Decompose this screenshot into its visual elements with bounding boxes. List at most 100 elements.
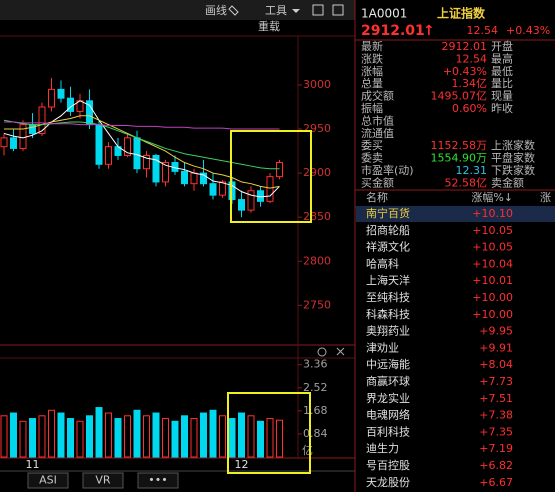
change-pct: +0.43%	[506, 24, 550, 37]
stock-name[interactable]: 祥源文化	[366, 240, 410, 254]
field-label: 成交额	[361, 89, 394, 103]
change: 12.54	[467, 24, 499, 37]
highlight-box	[230, 130, 312, 223]
price-arrow: ↑	[423, 23, 435, 39]
stock-change: +10.01	[472, 274, 513, 287]
y-tick-label: 2950	[303, 122, 331, 135]
field-label: 流通值	[361, 126, 394, 140]
stock-name[interactable]: 上海天洋	[366, 273, 410, 287]
y-tick-label: 2900	[303, 166, 331, 179]
tab-label[interactable]: •••	[148, 474, 167, 487]
stock-change: +6.82	[479, 459, 513, 472]
stock-name: 上证指数	[437, 6, 486, 21]
field-label: 委卖	[361, 152, 383, 165]
candle-body	[266, 176, 274, 202]
stock-name[interactable]: 商赢环球	[366, 374, 410, 388]
field-label: 卖金额	[491, 175, 524, 189]
volume-bar	[133, 409, 141, 458]
table-header: 涨幅%↓	[471, 191, 513, 204]
stock-name[interactable]: 电魂网络	[366, 408, 410, 422]
highlight-box	[227, 392, 311, 474]
field-label: 最新	[361, 39, 383, 53]
candle-body	[38, 106, 46, 134]
volume-bar	[181, 415, 188, 458]
stock-name[interactable]: 号百控股	[366, 458, 410, 472]
tab[interactable]	[137, 472, 179, 489]
field-value: 1.34亿	[452, 77, 488, 90]
stock-change: +10.05	[472, 241, 513, 254]
candle-body	[190, 172, 198, 185]
dropdown-icon[interactable]	[292, 9, 300, 13]
candle-body	[95, 124, 103, 165]
stock-change: +10.04	[472, 257, 513, 270]
field-value: 12.54	[456, 52, 488, 65]
selected-row[interactable]	[356, 206, 555, 222]
axis-unit: 亿	[302, 444, 313, 457]
stock-name[interactable]: 中远海能	[366, 357, 410, 371]
window-icon[interactable]	[332, 4, 344, 16]
field-label: 买金额	[361, 175, 394, 189]
volume-bar	[228, 418, 236, 458]
field-label: 下跌家数	[491, 163, 535, 177]
tabs: ASI VR •••	[27, 472, 179, 489]
stock-name[interactable]: 南宁百货	[366, 206, 410, 220]
field-label: 涨幅	[361, 65, 383, 78]
volume-bar	[257, 420, 264, 458]
tab[interactable]	[27, 472, 69, 489]
field-value: 52.58亿	[445, 176, 488, 189]
volume-bar	[38, 415, 46, 458]
tab[interactable]	[82, 472, 124, 489]
candle-body	[124, 137, 131, 156]
stock-name[interactable]: 天龙股份	[366, 476, 410, 489]
close-icon[interactable]	[336, 347, 345, 356]
stock-name[interactable]: 至纯科技	[366, 290, 410, 304]
field-label: 市盈率(动)	[361, 163, 414, 177]
pen-icon[interactable]	[228, 5, 239, 16]
candle-body	[152, 154, 160, 183]
volume-bar	[124, 415, 131, 458]
volume-bar	[190, 418, 198, 458]
stock-name[interactable]: 奥翔药业	[366, 324, 410, 338]
x-tick-label: 11	[26, 458, 40, 471]
stock-code: 1A0001	[361, 7, 407, 21]
price: 2912.01	[361, 23, 425, 39]
ma-line	[4, 121, 280, 130]
y-tick-label: 3.36	[303, 358, 328, 371]
tab-label[interactable]: ASI	[39, 474, 57, 487]
stock-name[interactable]: 百利科技	[366, 424, 410, 438]
stock-name[interactable]: 哈高科	[366, 256, 399, 270]
y-tick-label: 2.52	[303, 381, 328, 394]
expand-icon[interactable]	[312, 4, 324, 16]
volume-bar	[162, 418, 169, 458]
field-value: 1554.90万	[431, 152, 488, 165]
volume-bar	[76, 420, 84, 458]
field-label: 上涨家数	[491, 138, 535, 152]
stock-change: +10.10	[472, 207, 513, 220]
volume-bar	[209, 409, 217, 458]
reload-button[interactable]: 重载	[258, 19, 280, 33]
stock-name[interactable]: 招商轮船	[366, 223, 410, 237]
stock-change: +10.00	[472, 308, 513, 321]
volume-bar	[219, 415, 226, 458]
settings-icon[interactable]	[317, 347, 327, 357]
tab-label[interactable]: VR	[95, 474, 111, 487]
volume-bar	[105, 412, 112, 458]
draw-button[interactable]: 画线	[205, 3, 227, 17]
field-label: 最低	[491, 65, 513, 78]
stock-name[interactable]: 迪生力	[366, 441, 399, 455]
candle-body	[200, 172, 207, 185]
stock-change: +9.95	[479, 325, 513, 338]
stock-name[interactable]: 津劝业	[366, 340, 399, 354]
field-label: 涨跌	[361, 51, 383, 65]
table-header: 涨	[540, 191, 551, 204]
stock-name[interactable]: 科森科技	[366, 307, 410, 321]
field-value: 2912.01	[442, 40, 488, 53]
tools-button[interactable]: 工具	[265, 4, 287, 17]
volume-bar	[266, 418, 274, 458]
field-label: 昨收	[491, 101, 513, 115]
stock-name[interactable]: 界龙实业	[366, 391, 410, 405]
candle-body	[238, 199, 245, 211]
